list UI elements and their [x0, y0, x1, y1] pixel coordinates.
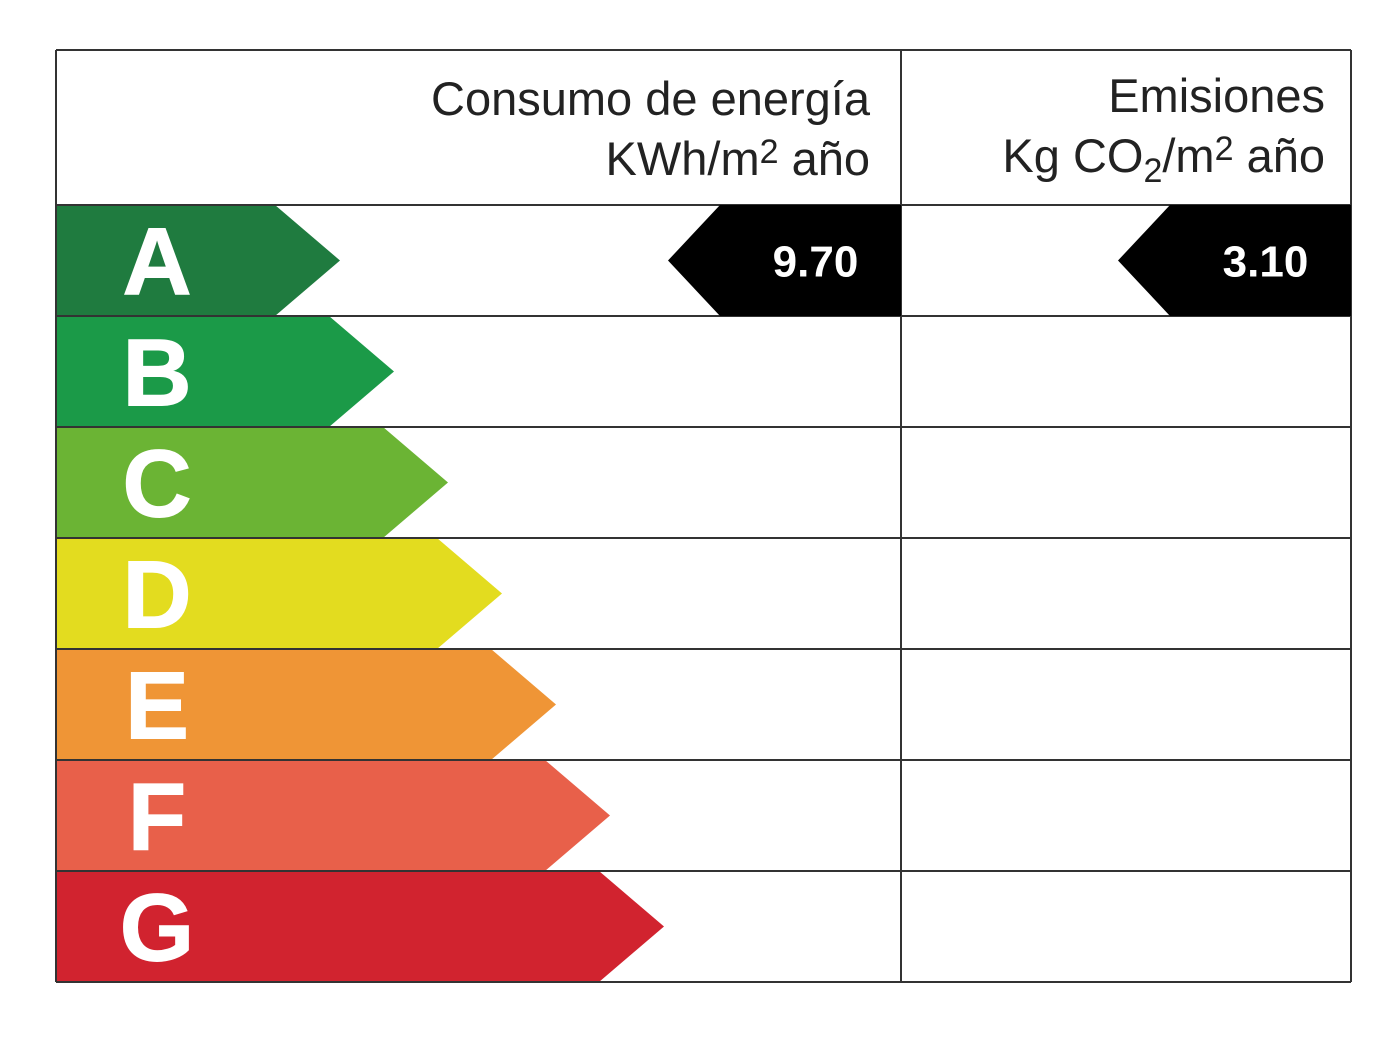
energy-value: 9.70	[773, 238, 859, 287]
unit-part: año	[779, 132, 870, 185]
emissions-unit: Kg CO2/m2 año	[1002, 129, 1325, 190]
emissions-indicator	[1118, 205, 1351, 316]
emissions-value: 3.10	[1223, 238, 1309, 287]
energy-indicator	[668, 205, 901, 316]
unit-part: Kg CO	[1002, 129, 1143, 182]
unit-sup: 2	[760, 133, 779, 171]
rating-arrow	[56, 205, 340, 316]
energy-title: Consumo de energía	[431, 72, 871, 125]
rating-letter: D	[122, 542, 191, 649]
table-grid	[55, 49, 1352, 983]
energy-unit: KWh/m2 año	[606, 132, 870, 185]
rating-letter: A	[122, 209, 191, 316]
rating-arrow	[56, 760, 610, 871]
rating-arrow	[56, 871, 664, 982]
rating-arrow	[56, 649, 556, 760]
rating-letter: G	[120, 875, 195, 982]
rating-letter: B	[122, 320, 191, 427]
rating-letter: F	[128, 764, 187, 871]
emissions-title: Emisiones	[1108, 69, 1325, 122]
unit-part: año	[1234, 129, 1325, 182]
unit-sub: 2	[1143, 152, 1162, 190]
unit-sup: 2	[1215, 130, 1234, 168]
unit-part: /m	[1162, 129, 1214, 182]
rating-arrow	[56, 316, 394, 427]
unit-part: KWh/m	[606, 132, 760, 185]
rating-letter: E	[125, 653, 189, 760]
rating-arrow	[56, 538, 502, 649]
rating-arrow	[56, 427, 448, 538]
rating-letter: C	[122, 431, 191, 538]
